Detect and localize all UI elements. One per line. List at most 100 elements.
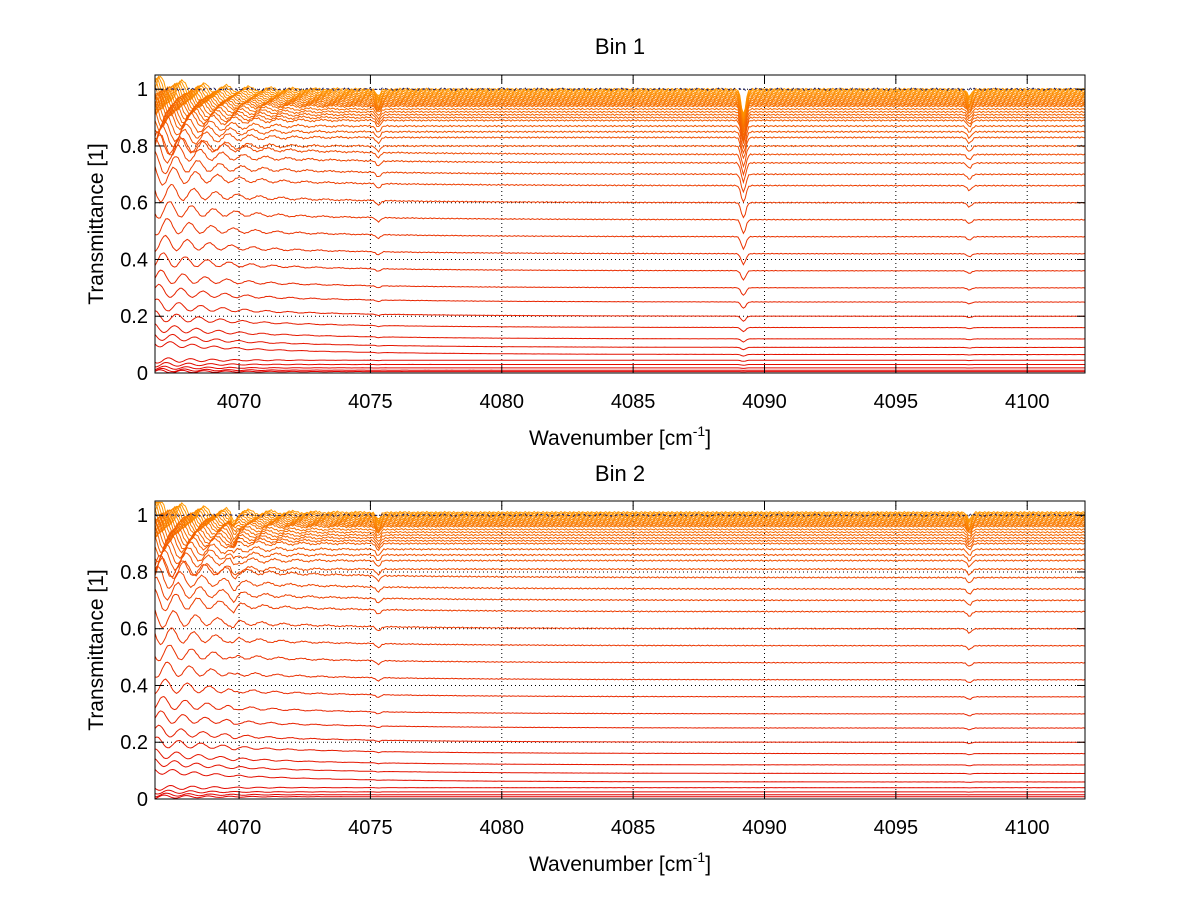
x-axis-label-main: Wavenumber [cm xyxy=(529,427,693,450)
series-line xyxy=(154,124,1086,160)
series-line xyxy=(154,138,1086,185)
x-tick-label: 4080 xyxy=(480,391,525,413)
series-line xyxy=(154,252,1086,281)
series-line xyxy=(154,556,1086,579)
series-line xyxy=(154,794,1085,800)
axes-box xyxy=(154,500,1086,800)
y-tick-label: 0.2 xyxy=(120,732,148,754)
series-line xyxy=(154,506,1086,531)
series-line xyxy=(154,526,1086,551)
series-line xyxy=(154,789,1085,795)
series-line xyxy=(154,323,1086,343)
axes-frame xyxy=(154,74,1086,374)
y-tick-labels: 0 0.2 0.4 0.6 0.8 1 xyxy=(120,505,148,811)
series-line xyxy=(154,784,1086,791)
x-tick-label: 4100 xyxy=(1005,391,1050,413)
series-line xyxy=(154,710,1086,731)
x-tick-label: 4095 xyxy=(874,391,919,413)
x-tick-label: 4070 xyxy=(217,391,262,413)
series-line xyxy=(154,768,1086,783)
x-axis-label-main: Wavenumber [cm xyxy=(529,853,693,876)
series-line xyxy=(154,283,1086,309)
series-line xyxy=(154,365,1085,371)
panel-bin-2: Bin 2 4070 4075 4080 4085 4090 4095 4100 00.20… xyxy=(85,461,1086,876)
series-line xyxy=(154,367,1085,373)
ticks xyxy=(155,501,1085,800)
y-tick-label: 0.6 xyxy=(120,619,148,641)
series-line xyxy=(154,512,1086,537)
series-line xyxy=(154,509,1086,535)
series-line xyxy=(154,532,1086,557)
series-line xyxy=(154,75,1086,116)
x-tick-label: 4075 xyxy=(348,391,393,413)
series-line xyxy=(154,515,1086,542)
y-tick-label: 0.2 xyxy=(120,306,148,328)
x-axis-label: Wavenumber [cm-1] xyxy=(529,423,711,450)
series-line xyxy=(154,501,1086,527)
y-tick-label: 0.6 xyxy=(120,193,148,215)
series-line xyxy=(154,333,1085,351)
series-line xyxy=(154,234,1086,266)
series-line xyxy=(154,134,1086,169)
x-tick-label: 4090 xyxy=(742,391,787,413)
x-tick-label: 4080 xyxy=(480,817,525,839)
y-tick-labels: 0 0.2 0.4 0.6 0.8 1 xyxy=(120,79,148,385)
series-line xyxy=(154,565,1086,595)
series-line xyxy=(154,166,1086,204)
series-line xyxy=(154,88,1086,127)
series-line xyxy=(154,724,1086,745)
x-tick-labels: 4070 4075 4080 4085 4090 4095 4100 xyxy=(217,817,1050,839)
x-axis-label-tail: ] xyxy=(705,427,711,450)
x-axis-label: Wavenumber [cm-1] xyxy=(529,849,711,876)
x-tick-label: 4070 xyxy=(217,817,262,839)
series-line xyxy=(154,85,1086,124)
x-tick-label: 4085 xyxy=(611,817,656,839)
panel-bin-1: Bin 1 4070 4075 4080 4085 4090 4095 4100 00.20… xyxy=(85,34,1086,450)
series-group xyxy=(154,501,1086,800)
series-line xyxy=(154,108,1086,144)
series-line xyxy=(154,131,1086,177)
y-tick-label: 0.4 xyxy=(120,675,148,697)
x-tick-label: 4085 xyxy=(611,391,656,413)
series-line xyxy=(154,90,1086,129)
series-line xyxy=(154,627,1086,651)
x-axis-label-superscript: -1 xyxy=(693,423,706,439)
series-line xyxy=(154,511,1086,539)
series-line xyxy=(154,695,1086,717)
series-line xyxy=(154,77,1086,120)
y-tick-label: 0.8 xyxy=(120,562,148,584)
series-line xyxy=(154,85,1086,124)
series-line xyxy=(154,357,1086,364)
series-line xyxy=(154,218,1086,251)
series-line xyxy=(154,736,1086,756)
x-tick-label: 4095 xyxy=(874,817,919,839)
series-line xyxy=(154,106,1086,142)
series-line xyxy=(154,503,1086,530)
x-tick-label: 4100 xyxy=(1005,817,1050,839)
y-tick-label: 0 xyxy=(137,789,148,811)
series-line xyxy=(154,678,1086,700)
series-line xyxy=(154,758,1086,775)
y-axis-label: Transmittance [1] xyxy=(85,569,108,730)
x-tick-label: 4075 xyxy=(348,817,393,839)
series-line xyxy=(154,369,1085,374)
series-line xyxy=(154,89,1086,128)
series-line xyxy=(154,588,1086,617)
series-line xyxy=(154,501,1086,525)
series-line xyxy=(154,361,1085,368)
series-line xyxy=(154,119,1086,155)
series-line xyxy=(154,748,1086,767)
ticks xyxy=(155,75,1085,374)
series-line xyxy=(154,100,1086,137)
series-line xyxy=(154,518,1086,545)
axes-frame xyxy=(154,500,1086,800)
series-line xyxy=(154,661,1086,684)
series-line xyxy=(154,91,1086,130)
series-line xyxy=(154,341,1086,357)
series-line xyxy=(154,104,1086,141)
series-line xyxy=(154,92,1086,132)
series-line xyxy=(154,509,1086,538)
series-line xyxy=(154,94,1086,134)
series-line xyxy=(154,530,1086,553)
